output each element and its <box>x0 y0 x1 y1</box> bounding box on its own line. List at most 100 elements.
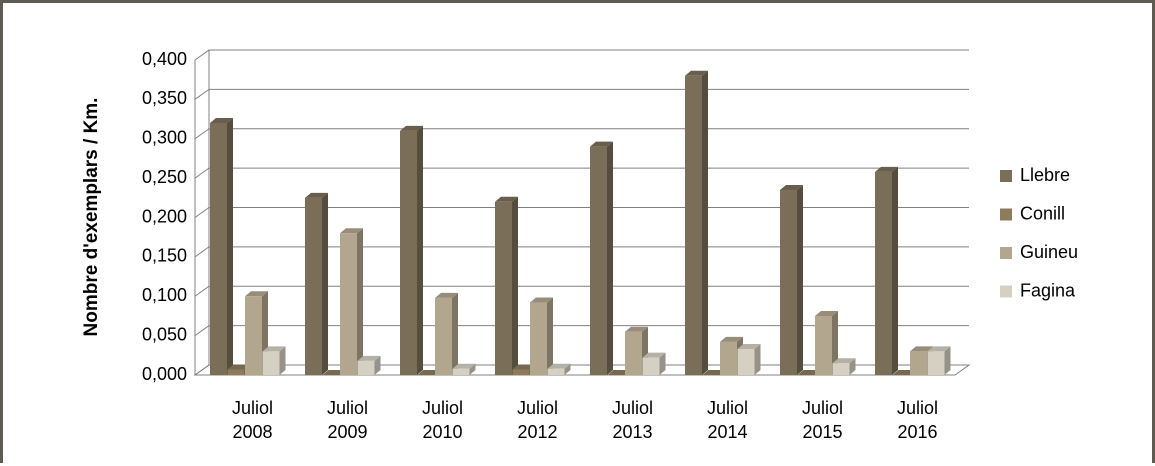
bar-top <box>927 346 951 352</box>
legend-swatch <box>1000 285 1012 298</box>
bar-top <box>685 70 708 76</box>
bar <box>737 349 755 375</box>
bar-top <box>607 370 631 375</box>
y-tick-label: 0,250 <box>142 167 187 187</box>
legend-label: Fagina <box>1020 280 1076 300</box>
bar-top <box>815 310 838 316</box>
bar-side <box>849 358 856 375</box>
bar-side <box>944 346 951 375</box>
bar-top <box>720 336 743 342</box>
bar <box>642 357 660 375</box>
bar-top <box>910 346 933 352</box>
legend-label: Llebre <box>1020 165 1070 185</box>
bar-side <box>659 352 666 375</box>
bar-side <box>832 310 838 375</box>
x-tick-label: Juliol 2012 <box>516 398 559 442</box>
grid-line <box>194 207 969 218</box>
grid-line <box>194 285 969 297</box>
bar-top <box>305 192 328 198</box>
bar-top <box>400 125 423 131</box>
bar-top <box>452 363 476 369</box>
bar <box>780 189 797 375</box>
bar <box>910 351 927 375</box>
bar <box>227 369 245 375</box>
bar-side <box>417 125 423 375</box>
bar-top <box>530 297 553 303</box>
bar-top <box>702 370 726 375</box>
bar-side <box>564 363 571 375</box>
bar-side <box>892 166 898 375</box>
bar-top <box>435 292 458 298</box>
bar-side <box>322 192 328 375</box>
legend-swatch <box>1000 208 1012 221</box>
bar <box>512 369 530 375</box>
bar-side <box>797 184 803 375</box>
bar-top <box>322 370 346 375</box>
bar <box>435 297 452 375</box>
bar-top <box>262 346 286 352</box>
bar <box>625 331 642 375</box>
grid-line <box>194 49 969 61</box>
bar <box>400 130 417 375</box>
bar-top <box>875 166 898 172</box>
bar-top <box>357 355 381 361</box>
bar <box>357 360 375 375</box>
bar-side <box>279 346 286 375</box>
bar-top <box>547 363 571 369</box>
y-tick-label: 0,300 <box>142 128 187 148</box>
bar <box>262 351 280 375</box>
bar <box>815 315 832 375</box>
x-tick-label: Juliol 2013 <box>611 398 654 442</box>
bar <box>832 363 850 375</box>
bar <box>590 146 607 375</box>
bar-top <box>642 352 666 358</box>
bar-side <box>357 228 363 375</box>
y-tick-label: 0,150 <box>142 246 187 266</box>
y-tick-label: 0,100 <box>142 285 187 305</box>
y-axis-title: Nombre d'exemplars / Km. <box>81 98 102 337</box>
x-tick-label: Juliol 2010 <box>421 398 464 442</box>
bar-top <box>625 326 648 332</box>
bar-side <box>512 196 518 375</box>
bar-side <box>227 118 233 375</box>
bar <box>452 368 470 375</box>
bar-top <box>227 364 251 370</box>
legend-label: Guineu <box>1020 242 1078 262</box>
bar-top <box>495 196 518 202</box>
x-tick-label: Juliol 2008 <box>231 398 274 442</box>
y-tick-label: 0,200 <box>142 206 187 226</box>
bar-top <box>512 364 536 370</box>
bar-side <box>754 344 761 375</box>
bar-top <box>892 370 916 375</box>
x-tick-label: Juliol 2014 <box>706 398 749 442</box>
bar-top <box>590 141 613 147</box>
bar-top <box>245 291 268 297</box>
y-tick-label: 0,350 <box>142 88 187 108</box>
bar <box>530 302 547 375</box>
bar-side <box>452 292 458 375</box>
bar-side <box>547 297 553 375</box>
bar-top <box>780 184 803 190</box>
bar-top <box>210 118 233 123</box>
x-tick-label: Juliol 2009 <box>326 398 369 442</box>
bar <box>927 351 945 375</box>
legend-swatch <box>1000 170 1012 182</box>
grid-line <box>194 246 969 258</box>
bar-top <box>340 228 363 234</box>
bar <box>305 197 322 375</box>
bar-side <box>607 141 613 375</box>
grid-line <box>194 167 969 179</box>
bar-top <box>737 344 761 350</box>
bar <box>720 341 737 375</box>
bar-top <box>797 370 821 375</box>
bar <box>547 368 565 375</box>
grid-line <box>194 325 969 337</box>
bar-side <box>374 355 381 375</box>
x-tick-label: Juliol 2015 <box>801 398 844 442</box>
bar <box>495 201 512 375</box>
bar-side <box>702 70 708 375</box>
bar-top <box>832 358 856 364</box>
